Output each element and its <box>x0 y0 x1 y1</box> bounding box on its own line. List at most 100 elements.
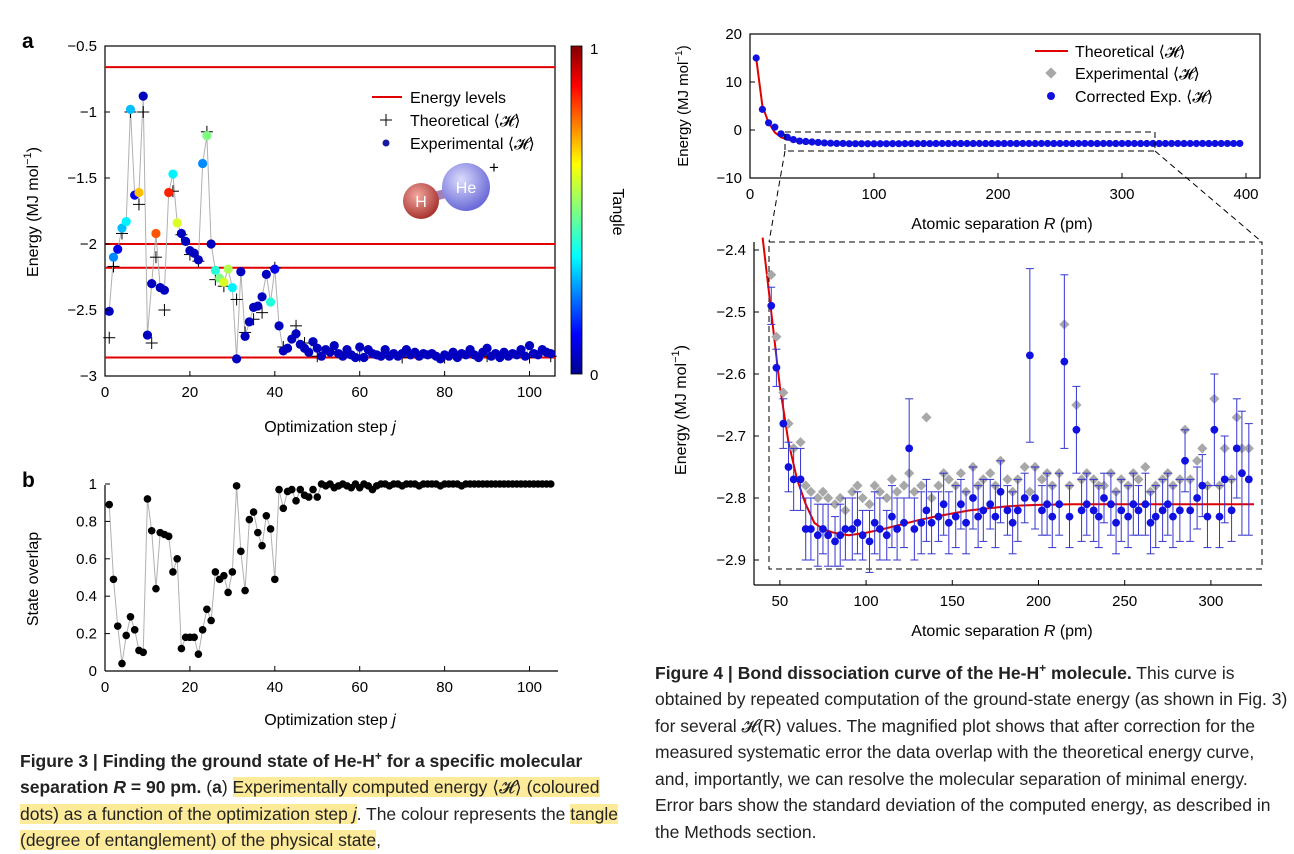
experimental-point <box>955 468 966 479</box>
corrected-point <box>784 463 793 471</box>
corrected-point <box>939 500 948 509</box>
energy-level-lines <box>105 66 555 359</box>
corrected-point <box>934 512 943 521</box>
experimental-point <box>886 474 898 485</box>
corrected-point <box>765 119 773 127</box>
corrected-point <box>824 531 833 540</box>
hydrogen-atom <box>403 183 439 219</box>
y-tick-label: −10 <box>717 170 742 187</box>
charge-label: + <box>489 158 499 177</box>
helium-atom <box>442 163 490 211</box>
experimental-point <box>142 330 153 340</box>
corrected-point <box>841 525 850 533</box>
overlap-point <box>296 485 305 494</box>
corrected-point <box>979 506 988 515</box>
experimental-point <box>325 347 335 357</box>
corrected-point <box>813 531 822 540</box>
corrected-point <box>831 537 839 546</box>
corrected-point <box>1006 139 1014 148</box>
corrected-point <box>806 525 815 533</box>
overlap-point <box>228 568 237 576</box>
corrected-point <box>1151 512 1160 521</box>
y-tick-label: −1.5 <box>67 170 97 187</box>
legend-experimental: Experimental ⟨𝓗⟩ <box>1075 66 1200 83</box>
corrected-point <box>1210 425 1219 434</box>
experimental-point <box>338 351 348 361</box>
panel-a-label: a <box>22 30 34 53</box>
overlap-point <box>177 644 186 653</box>
y-tick-label: −2.9 <box>716 552 746 569</box>
overlap-point <box>152 584 160 593</box>
corrected-point <box>802 137 810 146</box>
x-tick-label: 300 <box>1109 186 1134 203</box>
corrected-point <box>1161 139 1169 148</box>
corrected-point <box>1141 500 1150 509</box>
corrected-point <box>889 140 897 148</box>
experimental-point <box>117 223 127 233</box>
corrected-point <box>1215 512 1224 521</box>
corrected-point <box>1031 494 1039 502</box>
corrected-point <box>893 525 902 533</box>
fig3b-axes <box>104 485 558 672</box>
experimental-point <box>291 329 301 339</box>
corrected-point <box>1020 494 1029 502</box>
corrected-point <box>789 136 797 144</box>
y-tick-label: −2 <box>80 236 97 253</box>
fig3b-y-axis-label: State overlap <box>25 532 42 626</box>
corrected-point <box>900 518 908 527</box>
corrected-point <box>1238 469 1246 478</box>
fig4-zoom-corrected-points <box>767 301 1253 546</box>
experimental-point <box>134 187 144 198</box>
corrected-point <box>1217 139 1225 148</box>
corrected-point <box>848 525 857 533</box>
y-tick-label: 20 <box>725 26 742 43</box>
fig3a-x-ticks: 0 20 40 60 80 100 <box>101 371 542 401</box>
fig4-zoom-axes <box>753 242 1262 586</box>
overlap-point <box>287 485 296 494</box>
corrected-point <box>982 139 990 148</box>
corrected-point <box>938 139 946 148</box>
heh-molecule-illustration: H He + <box>403 158 499 219</box>
experimental-point <box>176 228 187 239</box>
experimental-point <box>282 343 293 353</box>
corrected-point <box>777 130 785 138</box>
corrected-point <box>1169 512 1177 521</box>
corrected-point <box>932 139 940 148</box>
x-tick-label: 80 <box>436 384 453 401</box>
experimental-point <box>244 317 254 327</box>
corrected-point <box>1244 475 1253 484</box>
corrected-point <box>1130 139 1138 148</box>
y-tick-label: −2.5 <box>716 304 746 321</box>
corrected-point <box>951 139 959 148</box>
overlap-point <box>126 612 135 621</box>
overlap-point <box>232 482 241 490</box>
experimental-point <box>909 486 920 497</box>
corrected-point <box>1072 425 1081 434</box>
overlap-point <box>262 511 271 520</box>
corrected-point <box>1134 506 1143 515</box>
overlap-point <box>245 515 254 524</box>
experimental-point <box>355 342 365 352</box>
experimental-point <box>869 480 880 491</box>
corrected-point <box>870 140 878 148</box>
experimental-point <box>261 269 271 279</box>
theoretical-marker <box>149 251 162 264</box>
experimental-point <box>546 348 556 359</box>
corrected-point <box>814 138 822 147</box>
experimental-point <box>329 341 339 351</box>
overlap-point <box>220 571 228 580</box>
experimental-point <box>800 480 811 491</box>
experimental-point <box>121 216 131 227</box>
overlap-point <box>275 485 283 494</box>
theoretical-marker <box>132 198 145 211</box>
experimental-point <box>181 236 191 246</box>
legend-energy-levels: Energy levels <box>410 90 506 107</box>
corrected-point <box>752 54 760 62</box>
experimental-point <box>108 252 119 262</box>
corrected-point <box>1203 512 1212 521</box>
corrected-point <box>1163 500 1172 509</box>
experimental-point <box>985 468 996 479</box>
theoretical-marker <box>145 337 158 349</box>
corrected-point <box>888 512 896 521</box>
overlap-point <box>198 626 207 634</box>
